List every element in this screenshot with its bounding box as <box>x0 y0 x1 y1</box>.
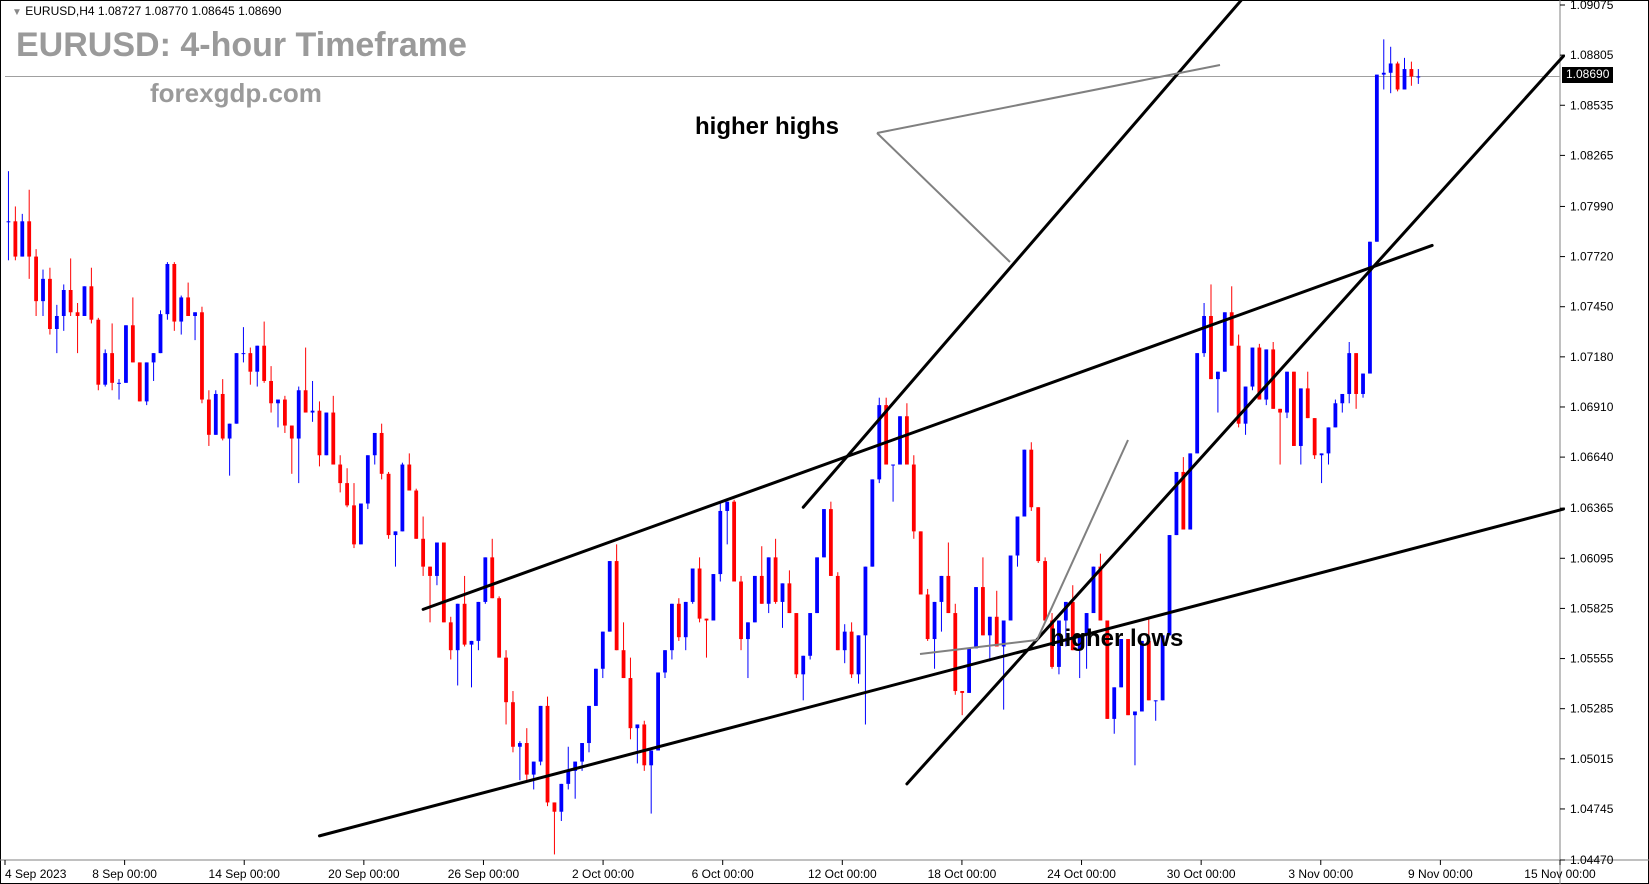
svg-text:12 Oct 00:00: 12 Oct 00:00 <box>808 867 877 881</box>
svg-text:1.04745: 1.04745 <box>1570 802 1614 816</box>
svg-text:3 Nov 00:00: 3 Nov 00:00 <box>1288 867 1353 881</box>
ohlc-header-text: EURUSD,H4 1.08727 1.08770 1.08645 1.0869… <box>25 4 281 18</box>
svg-text:1.05015: 1.05015 <box>1570 752 1614 766</box>
svg-text:1.07720: 1.07720 <box>1570 250 1614 264</box>
svg-text:18 Oct 00:00: 18 Oct 00:00 <box>928 867 997 881</box>
current-price-tag: 1.08690 <box>1562 67 1613 82</box>
svg-text:1.05825: 1.05825 <box>1570 601 1614 615</box>
svg-text:1.09075: 1.09075 <box>1570 0 1614 12</box>
svg-text:20 Sep 00:00: 20 Sep 00:00 <box>328 867 400 881</box>
svg-text:26 Sep 00:00: 26 Sep 00:00 <box>448 867 520 881</box>
ohlc-header: ▼ EURUSD,H4 1.08727 1.08770 1.08645 1.08… <box>12 4 281 18</box>
annotation-higher-lows: higher lows <box>1050 625 1183 653</box>
svg-text:1.06640: 1.06640 <box>1570 450 1614 464</box>
svg-text:4 Sep 2023: 4 Sep 2023 <box>5 867 67 881</box>
svg-text:1.05285: 1.05285 <box>1570 702 1614 716</box>
svg-text:15 Nov 00:00: 15 Nov 00:00 <box>1524 867 1596 881</box>
svg-text:1.08265: 1.08265 <box>1570 148 1614 162</box>
svg-text:1.08805: 1.08805 <box>1570 48 1614 62</box>
chart-title: EURUSD: 4-hour Timeframe <box>16 26 467 65</box>
svg-text:14 Sep 00:00: 14 Sep 00:00 <box>209 867 281 881</box>
svg-text:24 Oct 00:00: 24 Oct 00:00 <box>1047 867 1116 881</box>
svg-text:1.07180: 1.07180 <box>1570 350 1614 364</box>
svg-text:1.07990: 1.07990 <box>1570 199 1614 213</box>
svg-text:6 Oct 00:00: 6 Oct 00:00 <box>692 867 754 881</box>
annotation-higher-highs: higher highs <box>695 113 839 141</box>
svg-text:1.07450: 1.07450 <box>1570 300 1614 314</box>
svg-text:30 Oct 00:00: 30 Oct 00:00 <box>1167 867 1236 881</box>
svg-text:9 Nov 00:00: 9 Nov 00:00 <box>1408 867 1473 881</box>
svg-text:8 Sep 00:00: 8 Sep 00:00 <box>92 867 157 881</box>
svg-text:1.04470: 1.04470 <box>1570 853 1614 867</box>
svg-text:1.06095: 1.06095 <box>1570 551 1614 565</box>
svg-text:1.08535: 1.08535 <box>1570 98 1614 112</box>
svg-text:1.06365: 1.06365 <box>1570 501 1614 515</box>
chart-subtitle: forexgdp.com <box>150 78 322 109</box>
svg-text:2 Oct 00:00: 2 Oct 00:00 <box>572 867 634 881</box>
candlestick-chart: ▼ EURUSD,H4 1.08727 1.08770 1.08645 1.08… <box>0 0 1649 884</box>
svg-text:1.06910: 1.06910 <box>1570 400 1614 414</box>
svg-text:1.05555: 1.05555 <box>1570 652 1614 666</box>
